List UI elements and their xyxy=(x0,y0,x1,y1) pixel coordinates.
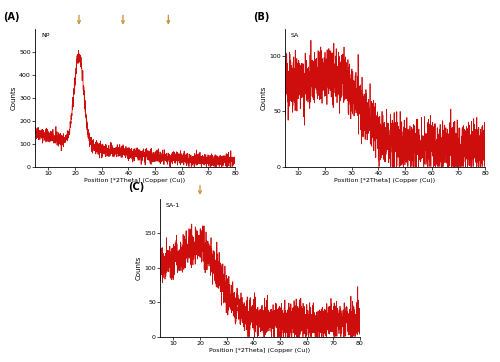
Y-axis label: Counts: Counts xyxy=(10,85,16,110)
Text: NP: NP xyxy=(41,33,50,38)
Y-axis label: Counts: Counts xyxy=(260,85,266,110)
Text: (B): (B) xyxy=(253,12,270,22)
Y-axis label: Counts: Counts xyxy=(136,256,141,280)
X-axis label: Position [*2Theta] (Copper (Cu)): Position [*2Theta] (Copper (Cu)) xyxy=(210,348,310,353)
Text: SA-1: SA-1 xyxy=(166,203,180,208)
X-axis label: Position [*2Theta] (Copper (Cu)): Position [*2Theta] (Copper (Cu)) xyxy=(334,178,436,183)
Text: (C): (C) xyxy=(128,182,144,192)
Text: (A): (A) xyxy=(3,12,20,22)
Text: SA: SA xyxy=(291,33,299,38)
X-axis label: Position [*2Theta] (Copper (Cu)): Position [*2Theta] (Copper (Cu)) xyxy=(84,178,186,183)
